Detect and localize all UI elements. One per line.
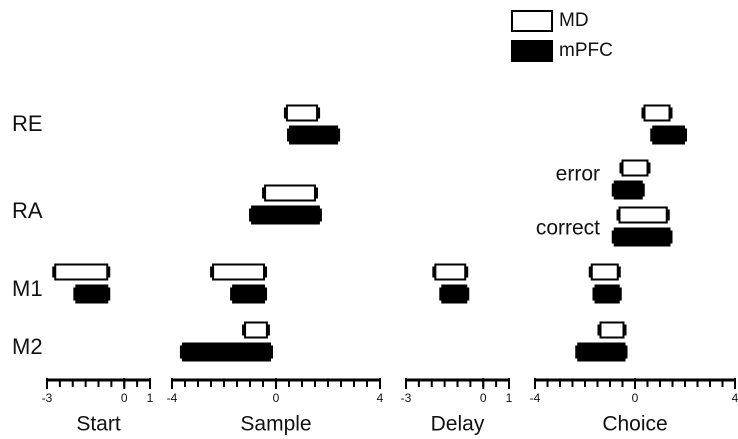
bar-cap — [618, 287, 622, 301]
sub-label: correct — [536, 217, 600, 240]
range-bar — [289, 125, 339, 145]
x-tick-label: 0 — [121, 391, 128, 405]
sub-label: error — [556, 163, 600, 186]
bar-cap — [242, 324, 246, 336]
range-bar — [599, 321, 625, 339]
bar-cap — [684, 128, 687, 142]
bar-cap — [264, 266, 268, 278]
bar-cap — [337, 128, 341, 142]
bar-cap — [641, 107, 645, 119]
legend-label: MD — [559, 10, 589, 31]
bar-cap — [465, 266, 469, 278]
bar-cap — [249, 208, 253, 222]
legend-swatch — [511, 40, 553, 62]
range-bar — [594, 284, 620, 304]
x-tick-label: 0 — [273, 391, 280, 405]
bar-cap — [647, 162, 651, 174]
bar-cap — [317, 107, 321, 119]
bar-cap — [283, 107, 287, 119]
x-tick-label: -4 — [167, 391, 178, 405]
bar-cap — [669, 230, 673, 244]
bar-cap — [287, 128, 291, 142]
bar-cap — [616, 209, 620, 221]
range-bar — [590, 263, 619, 281]
legend-swatch — [511, 10, 553, 32]
range-bar — [264, 184, 316, 202]
range-bar — [643, 104, 671, 122]
bar-cap — [179, 345, 183, 359]
range-bar — [621, 159, 649, 177]
bar-cap — [318, 208, 322, 222]
range-bar — [232, 284, 266, 304]
panel-label: Sample — [240, 413, 311, 436]
x-tick-label: -3 — [42, 391, 53, 405]
row-label: RE — [12, 111, 43, 136]
bar-cap — [210, 266, 214, 278]
bar-cap — [592, 287, 596, 301]
range-bar — [75, 284, 109, 304]
bar-cap — [107, 287, 111, 301]
bar-cap — [262, 187, 266, 199]
bar-cap — [669, 107, 673, 119]
bar-cap — [617, 266, 621, 278]
bar-cap — [624, 345, 628, 359]
x-tick-label: 1 — [147, 391, 154, 405]
bar-cap — [588, 266, 592, 278]
bar-cap — [432, 266, 436, 278]
panel-label: Start — [76, 413, 121, 436]
bar-cap — [619, 162, 623, 174]
bar-cap — [52, 266, 56, 278]
row-label: RA — [12, 198, 43, 223]
x-tick-label: -4 — [530, 391, 541, 405]
range-bar — [251, 205, 320, 225]
bar-cap — [623, 324, 627, 336]
range-bar — [577, 342, 626, 362]
range-bar — [613, 180, 643, 200]
bar-cap — [439, 287, 443, 301]
range-bar — [212, 263, 266, 281]
range-bar — [613, 227, 671, 247]
bar-cap — [270, 345, 274, 359]
x-tick-label: 0 — [480, 391, 487, 405]
row-label: M1 — [12, 276, 43, 301]
panel-label: Delay — [431, 413, 485, 436]
bar-cap — [575, 345, 579, 359]
bar-cap — [666, 209, 670, 221]
x-tick-label: -3 — [401, 391, 412, 405]
row-label: M2 — [12, 334, 43, 359]
panel-label: Choice — [602, 413, 667, 436]
range-bar — [434, 263, 467, 281]
bar-cap — [264, 287, 268, 301]
range-bar — [54, 263, 109, 281]
bar-cap — [266, 324, 270, 336]
bar-cap — [107, 266, 111, 278]
x-tick-label: 4 — [732, 391, 738, 405]
bar-cap — [650, 128, 654, 142]
range-bar — [652, 125, 685, 145]
range-bar — [441, 284, 468, 304]
bar-cap — [466, 287, 470, 301]
range-bar — [618, 206, 668, 224]
bar-cap — [641, 183, 645, 197]
x-tick-label: 0 — [632, 391, 639, 405]
bar-cap — [611, 183, 615, 197]
bar-cap — [73, 287, 77, 301]
bar-cap — [611, 230, 615, 244]
bar-cap — [315, 187, 318, 199]
legend-label: mPFC — [559, 40, 613, 61]
x-tick-label: 4 — [377, 391, 384, 405]
x-tick-label: 1 — [506, 391, 513, 405]
range-bar — [244, 321, 268, 339]
bar-cap — [230, 287, 234, 301]
bar-cap — [597, 324, 601, 336]
range-bar — [181, 342, 272, 362]
range-bar — [285, 104, 319, 122]
